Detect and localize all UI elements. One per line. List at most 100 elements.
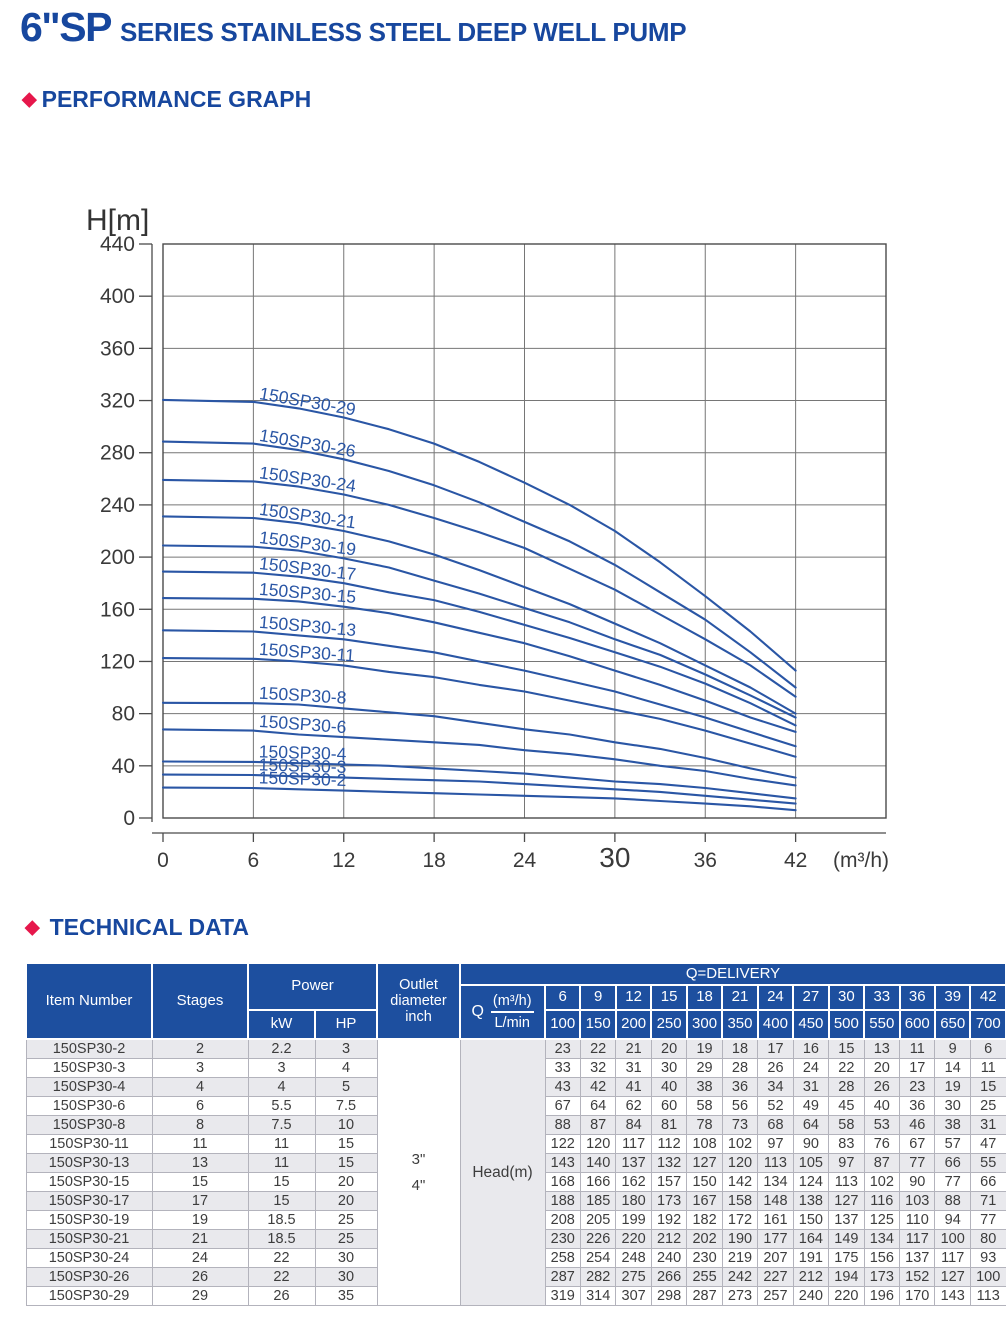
item-cell: 150SP30-21 xyxy=(25,1229,153,1249)
table-row: 150SP30-6 6 5.5 7.5 67 64 62 60 58 56 52 49 45 40 36 30… xyxy=(25,1096,1006,1116)
pump-curve-150SP30-19 xyxy=(161,544,797,719)
head-value-cell: 132 xyxy=(650,1153,688,1173)
col-stages: Stages xyxy=(151,962,249,1040)
outlet-value: 3" xyxy=(411,1150,426,1168)
pump-curve-150SP30-3 xyxy=(161,773,797,805)
hp-cell: 25 xyxy=(314,1229,378,1249)
stages-cell: 8 xyxy=(151,1115,249,1135)
q-lmin-header: 550 xyxy=(863,1009,901,1040)
q-unit-m3h: (m³/h) xyxy=(490,992,534,1013)
pump-curve-150SP30-11 xyxy=(161,657,797,758)
head-m-label-cell: Head(m) xyxy=(459,1038,546,1306)
head-value-cell: 14 xyxy=(934,1058,971,1078)
col-kw: kW xyxy=(247,1009,316,1040)
head-value-cell: 212 xyxy=(650,1229,688,1249)
item-cell: 150SP30-19 xyxy=(25,1210,153,1230)
head-value-cell: 180 xyxy=(615,1191,652,1211)
head-value-cell: 9 xyxy=(934,1038,971,1059)
head-value-cell: 11 xyxy=(899,1038,936,1059)
head-value-cell: 97 xyxy=(757,1134,794,1154)
q-m3h-header: 12 xyxy=(614,984,653,1011)
kw-cell: 4 xyxy=(247,1077,316,1097)
head-value-cell: 93 xyxy=(969,1248,1006,1268)
q-m3h-header: 21 xyxy=(721,984,759,1011)
head-value-cell: 149 xyxy=(828,1229,865,1249)
x-tick-label: 6 xyxy=(248,849,260,872)
table-row: 150SP30-15 15 15 20 168 166 162 157 150 142 134 124… xyxy=(25,1172,1006,1192)
head-value-cell: 28 xyxy=(721,1058,759,1078)
table-row: 150SP30-3 3 3 4 33 32 31 30 29 28 26 24 22 20 17 14 11 xyxy=(25,1058,1006,1078)
head-value-cell: 157 xyxy=(650,1172,688,1192)
head-value-cell: 78 xyxy=(686,1115,723,1135)
section-heading-performance-label: PERFORMANCE GRAPH xyxy=(41,86,312,112)
table-row: 150SP30-4 4 4 5 43 42 41 40 38 36 34 31 28 26 23 19 15 xyxy=(25,1077,1006,1097)
x-tick-label: 36 xyxy=(694,849,717,872)
head-value-cell: 170 xyxy=(899,1286,936,1306)
head-value-cell: 208 xyxy=(544,1210,581,1230)
technical-data-table: Item Number Stages Power Outlet diameter in… xyxy=(25,962,1006,1306)
stages-cell: 13 xyxy=(151,1153,249,1173)
head-value-cell: 33 xyxy=(544,1058,581,1078)
head-value-cell: 87 xyxy=(579,1115,617,1135)
kw-cell: 22 xyxy=(247,1267,316,1287)
q-label: Q xyxy=(471,1003,484,1021)
curve-label-150SP30-29: 150SP30-29 xyxy=(258,383,357,419)
head-value-cell: 266 xyxy=(650,1267,688,1287)
pump-curve-150SP30-26 xyxy=(161,440,797,689)
head-value-cell: 60 xyxy=(650,1096,688,1116)
head-value-cell: 227 xyxy=(757,1267,794,1287)
curve-label-150SP30-13: 150SP30-13 xyxy=(258,612,357,640)
head-value-cell: 137 xyxy=(828,1210,865,1230)
head-value-cell: 15 xyxy=(828,1038,865,1059)
head-value-cell: 80 xyxy=(969,1229,1006,1249)
head-value-cell: 23 xyxy=(899,1077,936,1097)
head-value-cell: 212 xyxy=(792,1267,830,1287)
head-value-cell: 28 xyxy=(828,1077,865,1097)
head-value-cell: 66 xyxy=(969,1172,1006,1192)
head-value-cell: 100 xyxy=(934,1229,971,1249)
head-value-cell: 62 xyxy=(615,1096,652,1116)
stages-cell: 24 xyxy=(151,1248,249,1268)
q-m3h-header: 42 xyxy=(969,984,1006,1011)
head-value-cell: 30 xyxy=(650,1058,688,1078)
head-value-cell: 282 xyxy=(579,1267,617,1287)
head-value-cell: 64 xyxy=(579,1096,617,1116)
hp-cell: 20 xyxy=(314,1191,378,1211)
head-value-cell: 156 xyxy=(863,1248,901,1268)
head-value-cell: 29 xyxy=(686,1058,723,1078)
item-cell: 150SP30-3 xyxy=(25,1058,153,1078)
head-value-cell: 188 xyxy=(544,1191,581,1211)
head-value-cell: 298 xyxy=(650,1286,688,1306)
head-value-cell: 15 xyxy=(969,1077,1006,1097)
head-value-cell: 248 xyxy=(615,1248,652,1268)
head-value-cell: 202 xyxy=(686,1229,723,1249)
y-tick-label: 80 xyxy=(112,703,135,726)
head-value-cell: 64 xyxy=(792,1115,830,1135)
item-cell: 150SP30-8 xyxy=(25,1115,153,1135)
y-tick-label: 320 xyxy=(100,390,135,413)
head-value-cell: 117 xyxy=(899,1229,936,1249)
head-value-cell: 110 xyxy=(899,1210,936,1230)
head-value-cell: 142 xyxy=(721,1172,759,1192)
table-row: 150SP30-17 17 15 20 188 185 180 173 167 158 148 138… xyxy=(25,1191,1006,1211)
pump-curve-150SP30-29 xyxy=(161,398,797,672)
head-value-cell: 173 xyxy=(650,1191,688,1211)
head-value-cell: 177 xyxy=(757,1229,794,1249)
head-value-cell: 45 xyxy=(828,1096,865,1116)
q-lmin-header: 450 xyxy=(792,1009,830,1040)
hp-cell: 7.5 xyxy=(314,1096,378,1116)
page-title: 6"SP SERIES STAINLESS STEEL DEEP WELL PUM… xyxy=(20,4,687,51)
table-row: 150SP30-8 8 7.5 10 88 87 84 81 78 73 68 64 58 53 46 38 3… xyxy=(25,1115,1006,1135)
head-value-cell: 88 xyxy=(544,1115,581,1135)
stages-cell: 2 xyxy=(151,1038,249,1059)
hp-cell: 10 xyxy=(314,1115,378,1135)
x-axis-unit-label: (m³/h) xyxy=(833,849,889,872)
y-tick-label: 440 xyxy=(100,233,135,256)
head-value-cell: 143 xyxy=(934,1286,971,1306)
y-tick-label: 360 xyxy=(100,337,135,360)
q-m3h-header: 27 xyxy=(792,984,830,1011)
head-value-cell: 220 xyxy=(828,1286,865,1306)
x-tick-label: 30 xyxy=(599,842,630,873)
head-value-cell: 32 xyxy=(579,1058,617,1078)
head-value-cell: 23 xyxy=(544,1038,581,1059)
